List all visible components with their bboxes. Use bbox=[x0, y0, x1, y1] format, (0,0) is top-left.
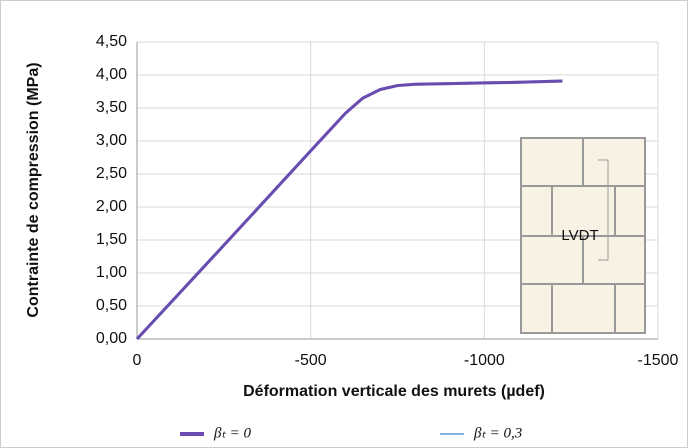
annotation: LVDT bbox=[561, 227, 598, 244]
x-tick-label: -1000 bbox=[464, 352, 505, 369]
legend-label: βₜ = 0 bbox=[213, 425, 252, 441]
y-tick-label: 0,50 bbox=[96, 297, 127, 314]
y-tick-label: 3,00 bbox=[96, 132, 127, 149]
legend-label: βₜ = 0,3 bbox=[473, 425, 522, 441]
y-tick-label: 4,00 bbox=[96, 66, 127, 83]
x-tick-label: 0 bbox=[133, 352, 142, 369]
x-tick-label: -500 bbox=[295, 352, 327, 369]
y-tick-label: 1,50 bbox=[96, 231, 127, 248]
x-tick-label: -1500 bbox=[638, 352, 679, 369]
y-tick-label: 1,00 bbox=[96, 264, 127, 281]
x-axis-label: Déformation verticale des murets (µdef) bbox=[243, 383, 545, 400]
y-tick-label: 0,00 bbox=[96, 330, 127, 347]
y-tick-label: 2,00 bbox=[96, 198, 127, 215]
inset-wall bbox=[520, 137, 646, 334]
y-axis-label: Contrainte de compression (MPa) bbox=[25, 62, 42, 317]
y-tick-label: 3,50 bbox=[96, 99, 127, 116]
series-line bbox=[135, 79, 563, 341]
y-tick-label: 4,50 bbox=[96, 33, 127, 50]
y-tick-label: 2,50 bbox=[96, 165, 127, 182]
